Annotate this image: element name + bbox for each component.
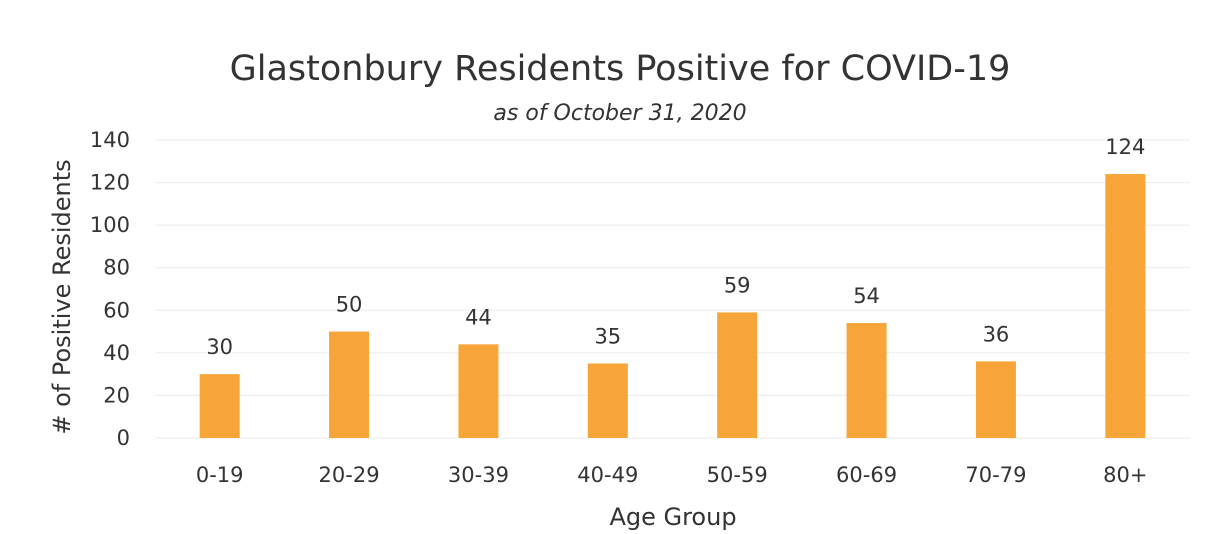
y-tick-label: 80 [103, 256, 130, 280]
data-label-30-39: 44 [465, 305, 492, 329]
data-label-80+: 124 [1105, 135, 1145, 159]
y-tick-label: 120 [90, 171, 130, 195]
y-tick-label: 20 [103, 383, 130, 407]
y-tick-label: 0 [117, 426, 130, 450]
x-tick-label-20-29: 20-29 [319, 463, 380, 487]
data-label-60-69: 54 [853, 284, 880, 308]
y-tick-label: 100 [90, 213, 130, 237]
data-labels: 30 50 44 35 59 54 36 124 [206, 135, 1145, 359]
bar-20-29 [329, 331, 370, 438]
bar-60-69 [846, 323, 887, 438]
bar-70-79 [975, 361, 1016, 438]
x-tick-label-70-79: 70-79 [965, 463, 1026, 487]
bar-50-59 [717, 312, 758, 438]
data-label-70-79: 36 [983, 322, 1010, 346]
data-label-0-19: 30 [206, 335, 233, 359]
y-axis-ticks: 0 20 40 60 80 100 120 140 [90, 128, 130, 450]
y-tick-label: 60 [103, 298, 130, 322]
bar-30-39 [458, 344, 499, 438]
bar-80+ [1105, 174, 1146, 439]
bars [199, 174, 1146, 439]
data-label-50-59: 59 [724, 273, 751, 297]
bar-40-49 [587, 363, 628, 438]
bar-0-19 [199, 374, 240, 438]
y-tick-label: 140 [90, 128, 130, 152]
x-tick-label-50-59: 50-59 [707, 463, 768, 487]
data-label-20-29: 50 [336, 293, 363, 317]
gridlines [155, 139, 1190, 439]
x-tick-label-40-49: 40-49 [577, 463, 638, 487]
x-tick-label-60-69: 60-69 [836, 463, 897, 487]
data-label-40-49: 35 [594, 325, 621, 349]
x-tick-label-0-19: 0-19 [196, 463, 244, 487]
chart-title: Glastonbury Residents Positive for COVID… [230, 49, 1011, 89]
x-tick-label-80+: 80+ [1103, 463, 1147, 487]
chart-subtitle: as of October 31, 2020 [493, 101, 746, 126]
x-axis-ticks: 0-19 20-29 30-39 40-49 50-59 60-69 70-79 80+ [196, 463, 1148, 487]
y-tick-label: 40 [103, 341, 130, 365]
y-axis-title: # of Positive Residents [48, 159, 76, 434]
x-tick-label-30-39: 30-39 [448, 463, 509, 487]
x-axis-title: Age Group [609, 503, 736, 531]
